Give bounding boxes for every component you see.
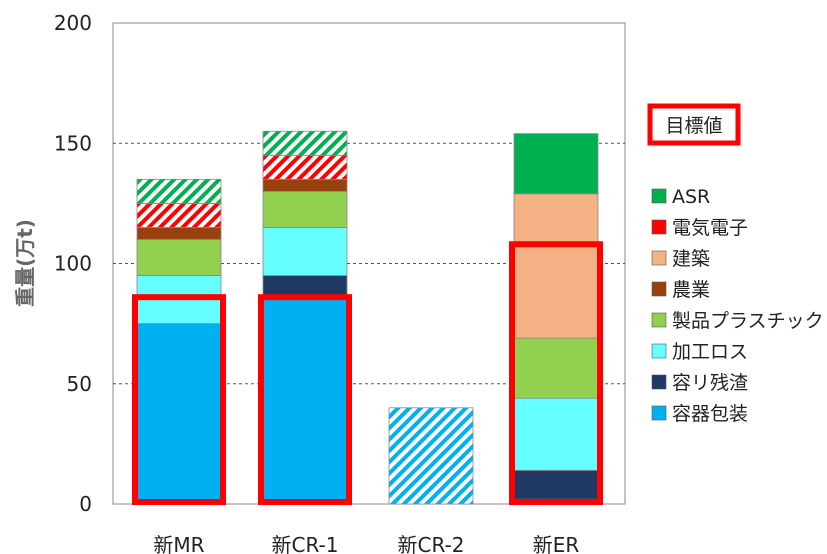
legend-label: ASR [672, 186, 710, 208]
y-tick-label: 200 [54, 11, 92, 35]
y-tick-label: 0 [79, 492, 92, 516]
bar-segment [513, 337, 599, 399]
bar-segment [388, 407, 474, 505]
y-tick-label: 150 [54, 131, 92, 155]
legend-swatch [651, 250, 667, 266]
bar-segment [262, 130, 348, 156]
bar-segment [262, 227, 348, 276]
target-outline [509, 241, 603, 505]
y-tick-label: 50 [67, 372, 92, 396]
x-tick-label: 新ER [533, 533, 580, 554]
legend-swatch [651, 405, 667, 421]
bar-segment [136, 239, 222, 276]
x-tick-label: 新CR-1 [272, 533, 339, 554]
target-outline [132, 294, 226, 506]
legend-swatch [651, 219, 667, 235]
legend-swatch [651, 374, 667, 390]
target-outline [258, 294, 352, 506]
bar-segment [262, 178, 348, 192]
bar-segment [513, 133, 599, 195]
y-axis-label: 重量(万t) [13, 219, 37, 307]
bar-segment [262, 299, 348, 505]
bar-segment [513, 397, 599, 471]
x-tick-label: 新CR-2 [398, 533, 465, 554]
legend-swatch [651, 312, 667, 328]
legend-label: 加工ロス [672, 341, 748, 363]
bar-segment [513, 469, 599, 500]
bar-segment [136, 202, 222, 228]
legend-label: 農業 [672, 279, 710, 301]
legend-swatch [651, 281, 667, 297]
legend-label: 容リ残渣 [672, 372, 748, 394]
bar-segment [136, 227, 222, 240]
y-tick-label: 100 [54, 252, 92, 276]
legend-label: 容器包装 [672, 403, 748, 425]
x-tick-label: 新MR [153, 533, 204, 554]
bar-segment [136, 178, 222, 204]
bar-segment [513, 193, 599, 339]
bar-segment [262, 154, 348, 180]
legend-swatch [651, 343, 667, 359]
target-legend-label: 目標値 [665, 115, 722, 137]
legend-label: 電気電子 [672, 217, 748, 239]
target-legend-box [647, 103, 741, 146]
bar-segment [262, 190, 348, 228]
legend-label: 建築 [672, 248, 710, 270]
legend-swatch [651, 188, 667, 204]
bar-segment [136, 323, 222, 505]
legend-label: 製品プラスチック [672, 310, 824, 332]
